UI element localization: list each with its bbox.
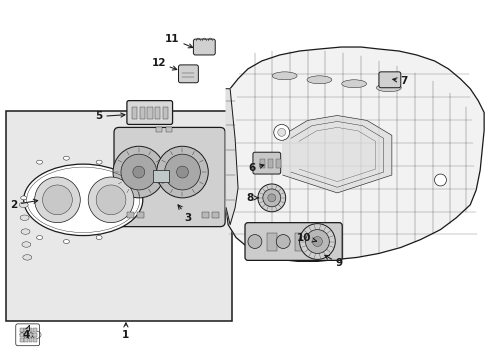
Bar <box>29 328 32 332</box>
Ellipse shape <box>96 160 102 164</box>
Ellipse shape <box>306 76 331 84</box>
FancyBboxPatch shape <box>193 39 215 55</box>
FancyBboxPatch shape <box>244 223 342 260</box>
Circle shape <box>434 174 446 186</box>
Circle shape <box>121 154 156 190</box>
Ellipse shape <box>376 84 401 92</box>
Circle shape <box>257 184 285 212</box>
Bar <box>29 338 32 342</box>
Ellipse shape <box>20 215 29 220</box>
Bar <box>20 338 23 342</box>
Bar <box>202 212 209 218</box>
Text: 10: 10 <box>297 233 316 243</box>
Bar <box>137 212 143 218</box>
Circle shape <box>305 230 328 253</box>
Circle shape <box>133 166 144 178</box>
Circle shape <box>247 235 262 248</box>
Bar <box>6 111 232 321</box>
Bar <box>155 107 160 120</box>
Text: 12: 12 <box>151 58 177 70</box>
Circle shape <box>42 185 72 215</box>
Text: 3: 3 <box>178 205 192 223</box>
Bar <box>139 107 145 120</box>
Bar <box>33 333 37 337</box>
Circle shape <box>176 166 188 178</box>
Ellipse shape <box>24 164 142 235</box>
Text: 5: 5 <box>95 112 125 121</box>
FancyBboxPatch shape <box>127 100 172 125</box>
FancyBboxPatch shape <box>252 152 280 174</box>
Circle shape <box>276 235 289 248</box>
Text: 7: 7 <box>392 76 407 86</box>
Polygon shape <box>225 89 238 225</box>
Bar <box>267 159 272 168</box>
Ellipse shape <box>63 156 69 160</box>
Circle shape <box>113 146 164 198</box>
Bar <box>259 159 264 168</box>
Text: 11: 11 <box>165 34 192 48</box>
Bar <box>20 333 23 337</box>
Text: 1: 1 <box>122 323 129 340</box>
Bar <box>20 328 23 332</box>
Circle shape <box>88 177 134 223</box>
Bar <box>163 107 168 120</box>
Ellipse shape <box>21 229 30 234</box>
Ellipse shape <box>272 72 297 80</box>
Text: 2: 2 <box>10 199 38 210</box>
Ellipse shape <box>96 235 102 239</box>
Text: 9: 9 <box>324 255 342 268</box>
Circle shape <box>299 224 335 260</box>
Bar <box>266 233 276 251</box>
Text: 4: 4 <box>22 325 30 340</box>
FancyBboxPatch shape <box>114 127 224 227</box>
Circle shape <box>164 154 200 190</box>
Bar <box>152 170 168 182</box>
Ellipse shape <box>37 160 42 164</box>
Circle shape <box>304 235 318 248</box>
Ellipse shape <box>22 242 31 247</box>
Bar <box>165 127 171 132</box>
Polygon shape <box>225 47 483 261</box>
Circle shape <box>156 146 208 198</box>
Circle shape <box>273 125 289 140</box>
Ellipse shape <box>20 196 27 200</box>
Ellipse shape <box>341 80 366 88</box>
Bar <box>33 328 37 332</box>
Circle shape <box>267 194 275 202</box>
Bar <box>275 159 280 168</box>
Polygon shape <box>282 116 391 193</box>
Bar <box>132 107 137 120</box>
Circle shape <box>312 237 322 247</box>
Bar <box>147 107 152 120</box>
Bar <box>24 338 28 342</box>
Ellipse shape <box>23 255 32 260</box>
Bar <box>155 127 162 132</box>
Ellipse shape <box>19 202 28 207</box>
Bar <box>24 328 28 332</box>
FancyBboxPatch shape <box>178 65 198 83</box>
Circle shape <box>96 185 126 215</box>
Bar <box>24 333 28 337</box>
Circle shape <box>277 129 285 136</box>
Circle shape <box>263 189 280 207</box>
Ellipse shape <box>63 239 69 243</box>
Bar <box>29 333 32 337</box>
FancyBboxPatch shape <box>378 72 400 88</box>
Ellipse shape <box>37 235 42 239</box>
Text: 6: 6 <box>248 163 264 173</box>
Bar <box>212 212 219 218</box>
Bar <box>295 233 305 251</box>
Bar <box>33 338 37 342</box>
Bar <box>127 212 134 218</box>
Circle shape <box>35 177 80 223</box>
Text: 8: 8 <box>246 193 258 203</box>
